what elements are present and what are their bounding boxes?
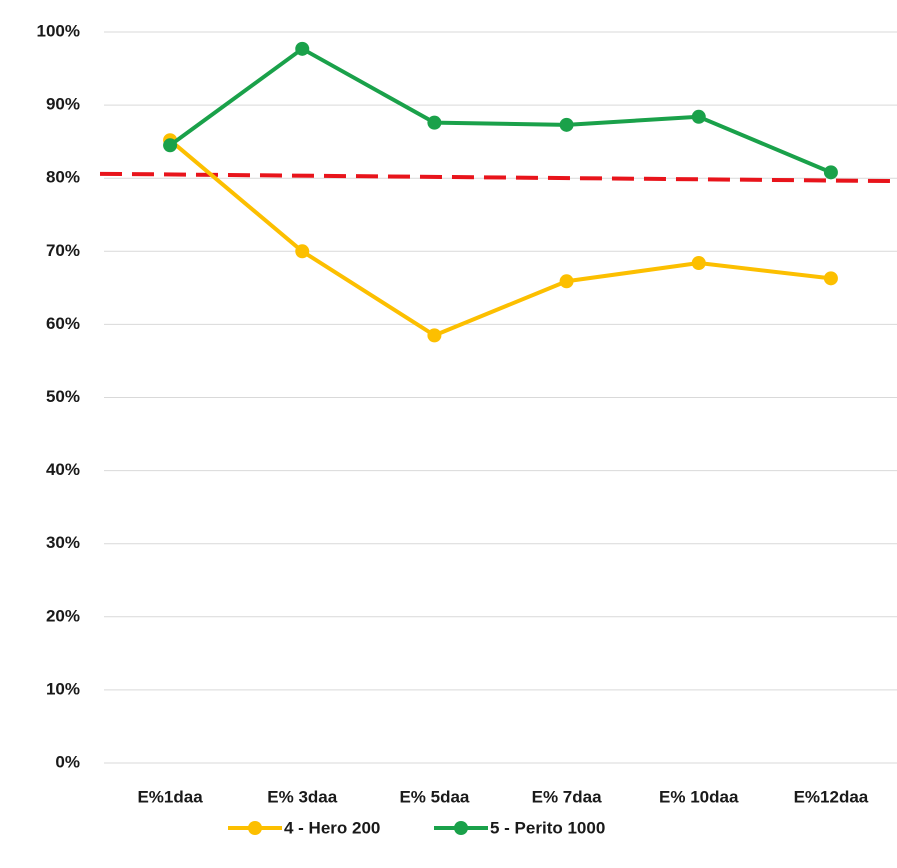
data-point <box>824 165 838 179</box>
y-tick-label: 20% <box>46 606 80 625</box>
series-line <box>170 49 831 173</box>
data-point <box>427 116 441 130</box>
y-tick-label: 40% <box>46 460 80 479</box>
page: {"chart_data": { "type": "line", "catego… <box>0 0 897 868</box>
x-tick-label: E%1daa <box>137 787 203 806</box>
x-tick-label: E% 7daa <box>532 787 602 806</box>
data-point <box>824 271 838 285</box>
legend-marker <box>248 821 262 835</box>
y-tick-label: 10% <box>46 679 80 698</box>
y-tick-label: 90% <box>46 95 80 114</box>
data-point <box>560 274 574 288</box>
y-tick-label: 50% <box>46 387 80 406</box>
x-tick-label: E% 3daa <box>267 787 337 806</box>
x-tick-label: E% 10daa <box>659 787 739 806</box>
series-line <box>170 140 831 335</box>
y-tick-label: 100% <box>37 21 80 40</box>
x-tick-label: E%12daa <box>794 787 869 806</box>
data-point <box>295 244 309 258</box>
y-tick-label: 60% <box>46 314 80 333</box>
chart: 0% 10% 20% 30% 40% 50% 60% 70% 80% 90% 100% E%1daa E… <box>0 0 897 868</box>
data-point <box>692 256 706 270</box>
y-tick-label: 0% <box>55 752 80 771</box>
data-point <box>692 110 706 124</box>
data-point <box>295 42 309 56</box>
legend-label: 4 - Hero 200 <box>284 818 380 837</box>
data-point <box>427 328 441 342</box>
y-tick-label: 70% <box>46 241 80 260</box>
legend-label: 5 - Perito 1000 <box>490 818 605 837</box>
legend-marker <box>454 821 468 835</box>
y-tick-label: 30% <box>46 533 80 552</box>
data-point <box>163 138 177 152</box>
x-tick-label: E% 5daa <box>399 787 469 806</box>
y-tick-label: 80% <box>46 168 80 187</box>
data-point <box>560 118 574 132</box>
